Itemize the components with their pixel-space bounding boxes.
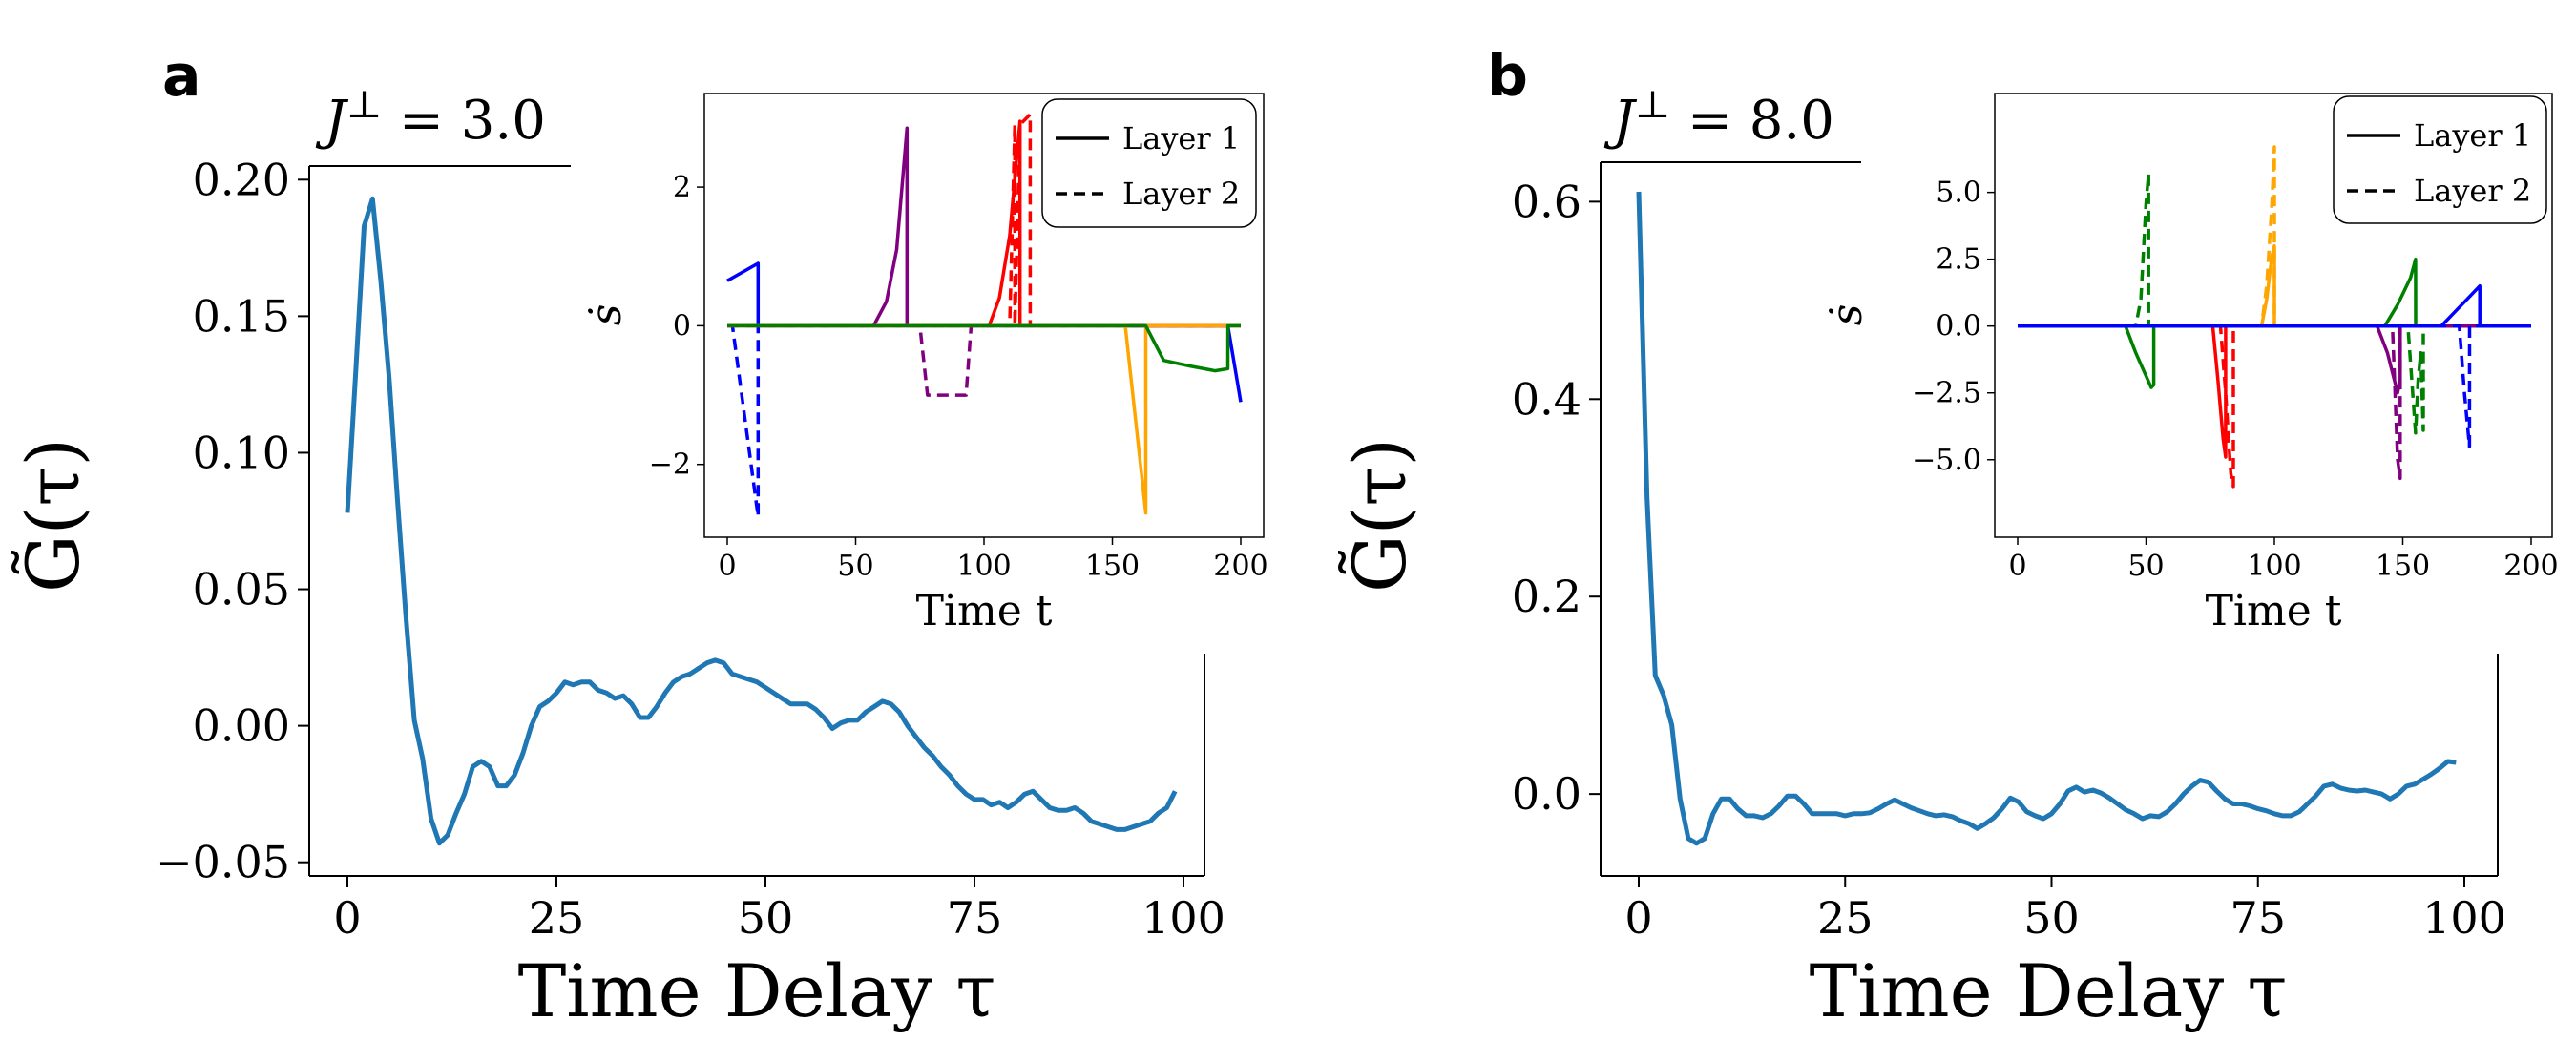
x-axis-label: Time Delay τ bbox=[1810, 948, 2288, 1033]
x-tick-label: 75 bbox=[2230, 892, 2286, 944]
inset-y-tick-label: 0.0 bbox=[1936, 310, 1981, 344]
inset-series-line bbox=[2018, 323, 2531, 448]
y-tick-label: 0.4 bbox=[1512, 373, 1581, 425]
chart-title: J⊥ = 8.0 bbox=[1603, 83, 1834, 152]
x-tick-label: 75 bbox=[947, 892, 1003, 944]
panel-b: b 0 25 50 75 100 0.0 0.2 0.4 0.6 J⊥ = 8.0 Time Dela… bbox=[1336, 43, 2558, 1033]
legend-label: Layer 2 bbox=[2414, 173, 2531, 209]
inset-x-tick-label: 100 bbox=[956, 550, 1011, 583]
x-tick-label: 100 bbox=[2422, 892, 2506, 944]
y-tick-label: 0.0 bbox=[1512, 768, 1581, 820]
inset-y-tick-label: −5.0 bbox=[1912, 444, 1981, 477]
inset-x-tick-label: 50 bbox=[837, 550, 873, 583]
inset-x-tick-label: 0 bbox=[718, 550, 736, 583]
legend-label: Layer 2 bbox=[1122, 176, 1240, 212]
inset-y-tick-label: 0 bbox=[673, 309, 691, 343]
inset-series-line bbox=[727, 113, 1241, 328]
x-tick-label: 0 bbox=[333, 892, 361, 944]
inset-x-tick-label: 100 bbox=[2247, 550, 2301, 583]
series-line bbox=[345, 196, 1178, 846]
x-tick-label: 25 bbox=[529, 892, 585, 944]
inset-x-tick-label: 50 bbox=[2127, 550, 2164, 583]
inset-series-group bbox=[726, 113, 1243, 518]
y-axis-label: G̃(τ) bbox=[10, 438, 95, 593]
title-symbol: J bbox=[1603, 90, 1638, 152]
inset-x-tick-label: 150 bbox=[2376, 550, 2430, 583]
y-tick-label: 0.00 bbox=[193, 700, 290, 752]
title-value: = 8.0 bbox=[1670, 90, 1834, 152]
x-tick-label: 25 bbox=[1817, 892, 1874, 944]
inset-plot-b: 0 50 100 150 200 −5.0 −2.5 0.0 2.5 5.0 Time t ṡ Laye… bbox=[1823, 93, 2559, 635]
inset-series-line bbox=[727, 323, 1241, 397]
y-tick-label: 0.6 bbox=[1512, 176, 1581, 227]
inset-x-axis-label: Time t bbox=[916, 587, 1053, 635]
series-line bbox=[1636, 191, 2457, 846]
inset-y-tick-label: 2.5 bbox=[1936, 243, 1981, 277]
panel-letter: a bbox=[162, 43, 201, 110]
y-tick-label: 0.20 bbox=[193, 154, 290, 205]
x-tick-label: 50 bbox=[2023, 892, 2080, 944]
panel-letter: b bbox=[1487, 43, 1528, 110]
y-tick-label: −0.05 bbox=[156, 837, 290, 888]
x-tick-label: 0 bbox=[1624, 892, 1652, 944]
inset-y-tick-label: 2 bbox=[673, 171, 691, 204]
panel-a: a 0 25 50 75 100 −0.05 0.00 0.05 0.10 0.15 0.20 J⊥ =… bbox=[10, 43, 1267, 1033]
inset-plot-a: 0 50 100 150 200 −2 0 2 Time t ṡ Layer 1 Layer 2 bbox=[582, 93, 1268, 635]
title-superscript: ⊥ bbox=[1635, 83, 1671, 127]
inset-y-tick-label: −2 bbox=[649, 448, 691, 482]
chart-title: J⊥ = 3.0 bbox=[315, 83, 546, 152]
x-tick-label: 50 bbox=[738, 892, 794, 944]
inset-series-line bbox=[727, 323, 1241, 373]
y-tick-label: 0.05 bbox=[193, 564, 290, 615]
y-axis-label: G̃(τ) bbox=[1336, 438, 1422, 593]
x-tick-label: 100 bbox=[1141, 892, 1225, 944]
title-value: = 3.0 bbox=[382, 90, 546, 152]
title-superscript: ⊥ bbox=[346, 83, 383, 127]
y-tick-label: 0.15 bbox=[193, 290, 290, 342]
main-plot-a: a 0 25 50 75 100 −0.05 0.00 0.05 0.10 0.15 0.20 J⊥ =… bbox=[10, 43, 1225, 1033]
x-axis-label: Time Delay τ bbox=[518, 948, 996, 1033]
inset-series-line bbox=[2018, 172, 2531, 435]
inset-x-tick-label: 200 bbox=[1213, 550, 1267, 583]
y-tick-label: 0.10 bbox=[193, 427, 290, 478]
inset-y-tick-label: −2.5 bbox=[1912, 377, 1981, 410]
y-tick-label: 0.2 bbox=[1512, 571, 1581, 622]
inset-y-tick-label: 5.0 bbox=[1936, 177, 1981, 210]
inset-x-tick-label: 200 bbox=[2503, 550, 2558, 583]
title-symbol: J bbox=[315, 90, 349, 152]
inset-x-axis-label: Time t bbox=[2206, 587, 2342, 635]
inset-y-axis-label: ṡ bbox=[1823, 304, 1872, 326]
inset-series-group bbox=[2018, 145, 2531, 489]
inset-x-tick-label: 0 bbox=[2008, 550, 2026, 583]
inset-y-axis-label: ṡ bbox=[582, 304, 631, 326]
main-plot-b: b 0 25 50 75 100 0.0 0.2 0.4 0.6 J⊥ = 8.0 Time Dela… bbox=[1336, 43, 2506, 1033]
legend-label: Layer 1 bbox=[2414, 117, 2531, 154]
inset-x-tick-label: 150 bbox=[1085, 550, 1140, 583]
legend-label: Layer 1 bbox=[1122, 120, 1240, 156]
